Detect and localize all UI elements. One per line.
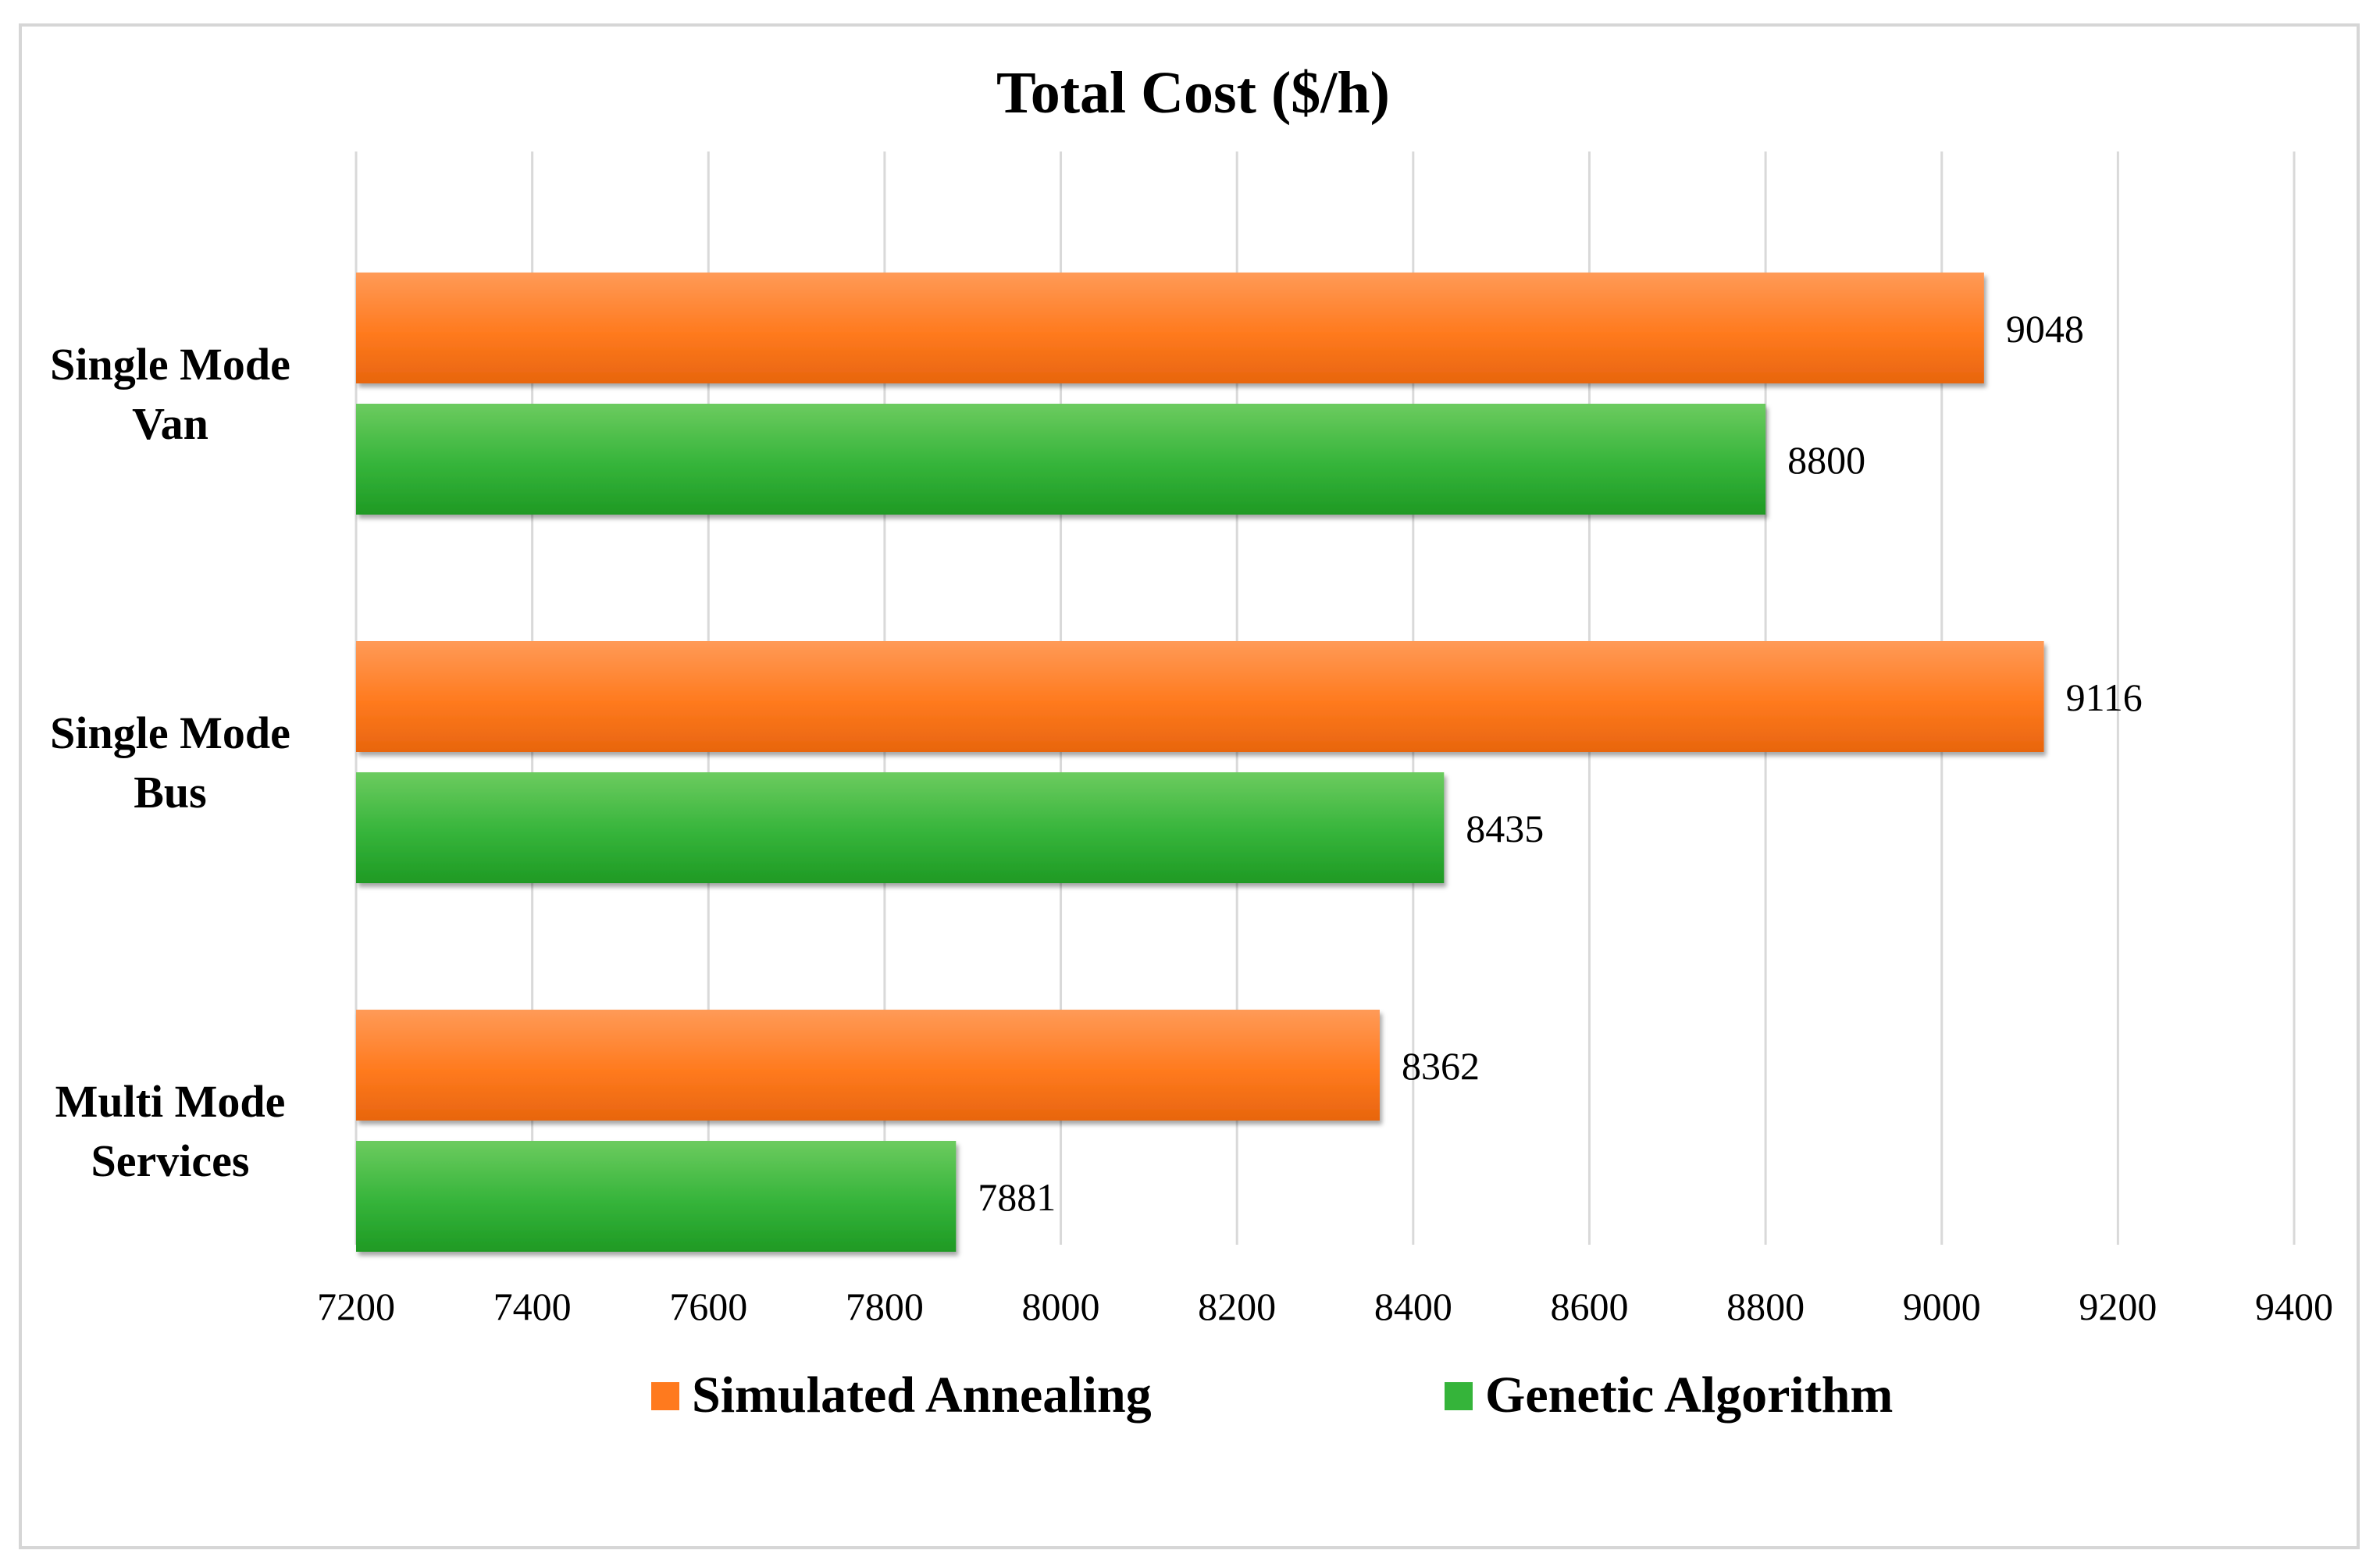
x-tick-label: 8000 (1022, 1285, 1100, 1328)
data-label: 8800 (1787, 438, 1865, 482)
category-label: Single Mode Van (50, 339, 290, 449)
legend-swatch-simulated-annealing (651, 1382, 679, 1410)
chart-title: Total Cost ($/h) (996, 60, 1390, 126)
x-tick-label: 8600 (1550, 1285, 1628, 1328)
x-tick-label: 7600 (669, 1285, 747, 1328)
bar-layer (356, 273, 2044, 1252)
category-label: Multi Mode Services (55, 1076, 286, 1186)
legend-swatch-genetic-algorithm (1445, 1382, 1473, 1410)
data-label: 8435 (1466, 807, 1544, 850)
label-layer: 9048 8800 Single Mode Van 9116 8435 Single Mod… (50, 307, 2143, 1219)
bar-genetic-algorithm-2 (356, 1141, 957, 1252)
bar-simulated-annealing-2 (356, 1010, 1380, 1121)
chart-frame: 7200 7400 7600 7800 8000 8200 8400 8600 8800 9000… (19, 23, 2360, 1549)
x-tick-label: 8800 (1726, 1285, 1805, 1328)
x-tick-label: 9200 (2079, 1285, 2157, 1328)
x-tick-label: 9400 (2255, 1285, 2333, 1328)
legend-label-genetic-algorithm: Genetic Algorithm (1485, 1367, 1893, 1424)
category-label: Single Mode Bus (50, 707, 290, 818)
x-tick-label: 7200 (317, 1285, 395, 1328)
x-tick-label: 7400 (493, 1285, 572, 1328)
data-label: 7881 (978, 1175, 1056, 1219)
bar-simulated-annealing-1 (356, 641, 2044, 752)
legend-label-simulated-annealing: Simulated Annealing (692, 1367, 1152, 1424)
bar-genetic-algorithm-0 (356, 404, 1766, 515)
data-label: 9116 (2066, 675, 2143, 719)
x-tick-label: 8400 (1374, 1285, 1452, 1328)
x-tick-label: 8200 (1198, 1285, 1276, 1328)
x-tick-label: 7800 (846, 1285, 924, 1328)
data-label: 8362 (1402, 1044, 1480, 1088)
bar-genetic-algorithm-1 (356, 772, 1445, 883)
x-tick-label: 9000 (1903, 1285, 1981, 1328)
bar-simulated-annealing-0 (356, 273, 1984, 383)
legend: Simulated Annealing Genetic Algorithm (651, 1367, 1893, 1424)
chart-svg: 7200 7400 7600 7800 8000 8200 8400 8600 8800 9000… (50, 60, 2333, 1424)
data-label: 9048 (2006, 307, 2084, 351)
